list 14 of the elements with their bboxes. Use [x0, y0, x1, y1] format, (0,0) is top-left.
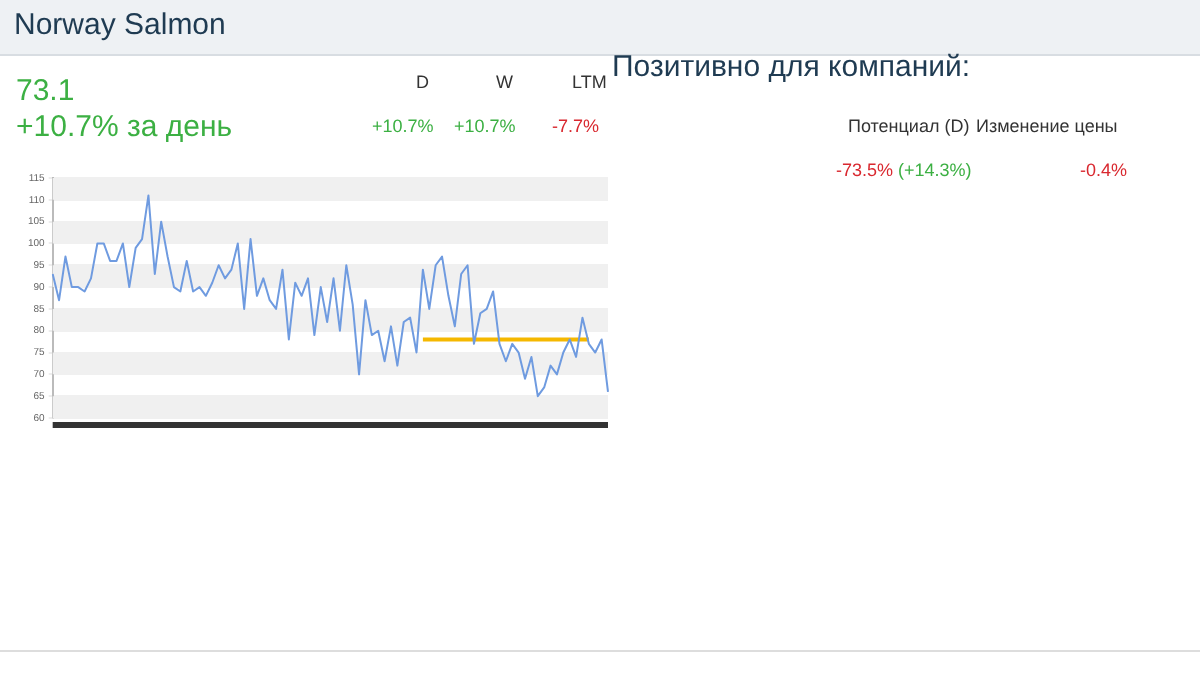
text: +10.7%: [454, 116, 516, 136]
chart-title: Norway Salmon: [14, 8, 226, 42]
text: 73.1: [16, 74, 75, 108]
text: LTM: [572, 72, 607, 92]
text: +10.7% за день: [16, 110, 233, 144]
text: W: [496, 72, 513, 92]
text: Потенциал (D): [848, 116, 970, 136]
text: Изменение цены: [976, 116, 1118, 136]
text: D: [416, 72, 429, 92]
text: Позитивно для компаний:: [612, 50, 971, 84]
text: +10.7%: [372, 116, 434, 136]
text: -73.5% (+14.3%): [836, 160, 972, 180]
text: -0.4%: [1080, 160, 1128, 180]
text: -7.7%: [552, 116, 600, 136]
